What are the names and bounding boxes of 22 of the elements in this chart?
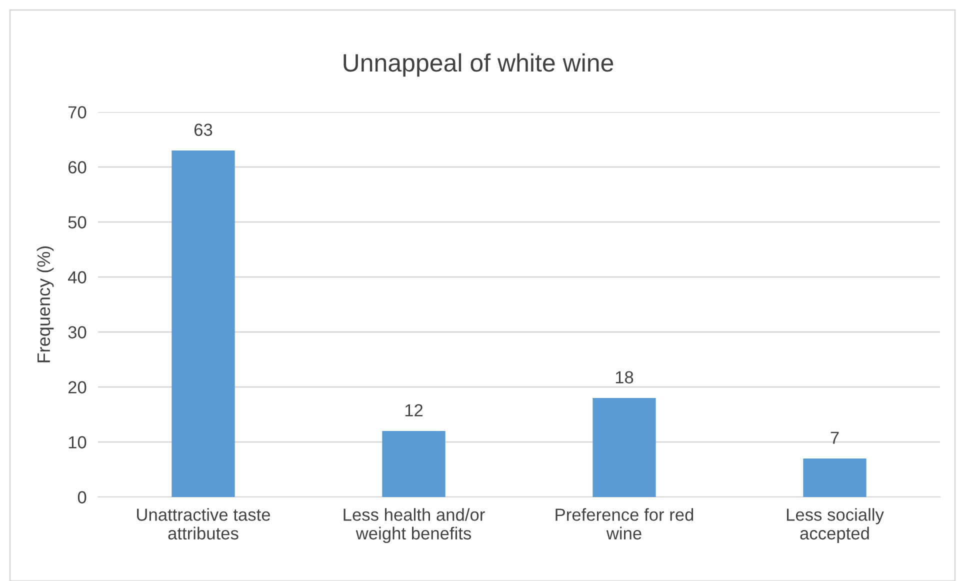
data-label: 12 (405, 404, 423, 416)
x-tick-label: Less socially accepted (786, 508, 884, 543)
x-tick-label: Less health and/or weight benefits (344, 508, 485, 543)
bar (382, 431, 446, 497)
data-label: 7 (830, 432, 839, 444)
y-tick-label: 30 (68, 326, 86, 338)
y-tick-label: 0 (78, 491, 86, 504)
bar (172, 150, 235, 497)
y-tick-label: 10 (68, 436, 86, 448)
bar (803, 458, 866, 497)
y-tick-label: 40 (68, 271, 86, 284)
data-label: 18 (616, 371, 634, 384)
x-tick-label: Unattractive taste attributes (137, 508, 270, 540)
bar (592, 398, 656, 497)
y-tick-label: 20 (68, 381, 86, 394)
chart-title: Unnappeal of white wine (344, 53, 614, 77)
data-label: 63 (194, 124, 212, 136)
y-tick-label: 50 (68, 216, 86, 228)
y-tick-label: 70 (68, 106, 86, 118)
y-tick-label: 60 (68, 161, 86, 174)
y-axis-title: Frequency (%) (36, 246, 54, 362)
x-tick-label: Preference for red wine (556, 508, 694, 540)
